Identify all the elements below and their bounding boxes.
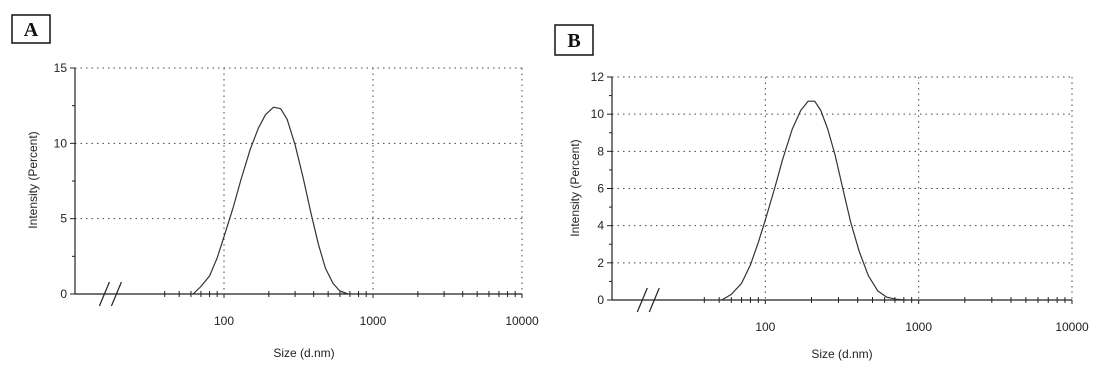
y-tick-label: 0 [597,293,604,307]
x-axis-title: Size (d.nm) [811,347,872,361]
y-tick-label: 12 [591,70,605,84]
y-tick-label: 2 [597,256,604,270]
panel-b: B Intensity (Percent) Size (d.nm) 0 2 4 6 8 1… [554,24,1089,361]
y-tick-label: 8 [597,144,604,158]
y-tick-label: 10 [591,107,605,121]
x-tick-label: 1000 [360,314,387,328]
axis-break-mark [636,287,648,313]
distribution-curve [192,106,349,295]
panel-letter: B [567,30,580,52]
y-tick-label: 6 [597,182,604,196]
y-axis-title: Intensity (Percent) [26,131,40,228]
y-axis-title: Intensity (Percent) [568,139,582,236]
x-tick-label: 100 [214,314,234,328]
y-tick-label: 0 [60,287,67,301]
y-tick-label: 10 [54,136,68,150]
panel-letter-box [554,24,594,56]
x-tick-label: 100 [755,320,775,334]
distribution-curve [721,100,907,301]
panel-a: A Intensity (Percent) Size (d.nm) 0 5 10 15… [11,14,539,360]
axis-break-mark [110,281,122,307]
panel-letter: A [24,19,39,41]
panel-letter-box [11,14,51,44]
y-tick-label: 4 [597,219,604,233]
x-tick-label: 10000 [1055,320,1089,334]
axis-break-mark [648,287,660,313]
x-tick-label: 1000 [905,320,932,334]
y-tick-label: 15 [54,61,68,75]
x-tick-label: 10000 [505,314,539,328]
y-tick-label: 5 [60,212,67,226]
axis-break-mark [98,281,110,307]
x-axis-title: Size (d.nm) [273,346,334,360]
